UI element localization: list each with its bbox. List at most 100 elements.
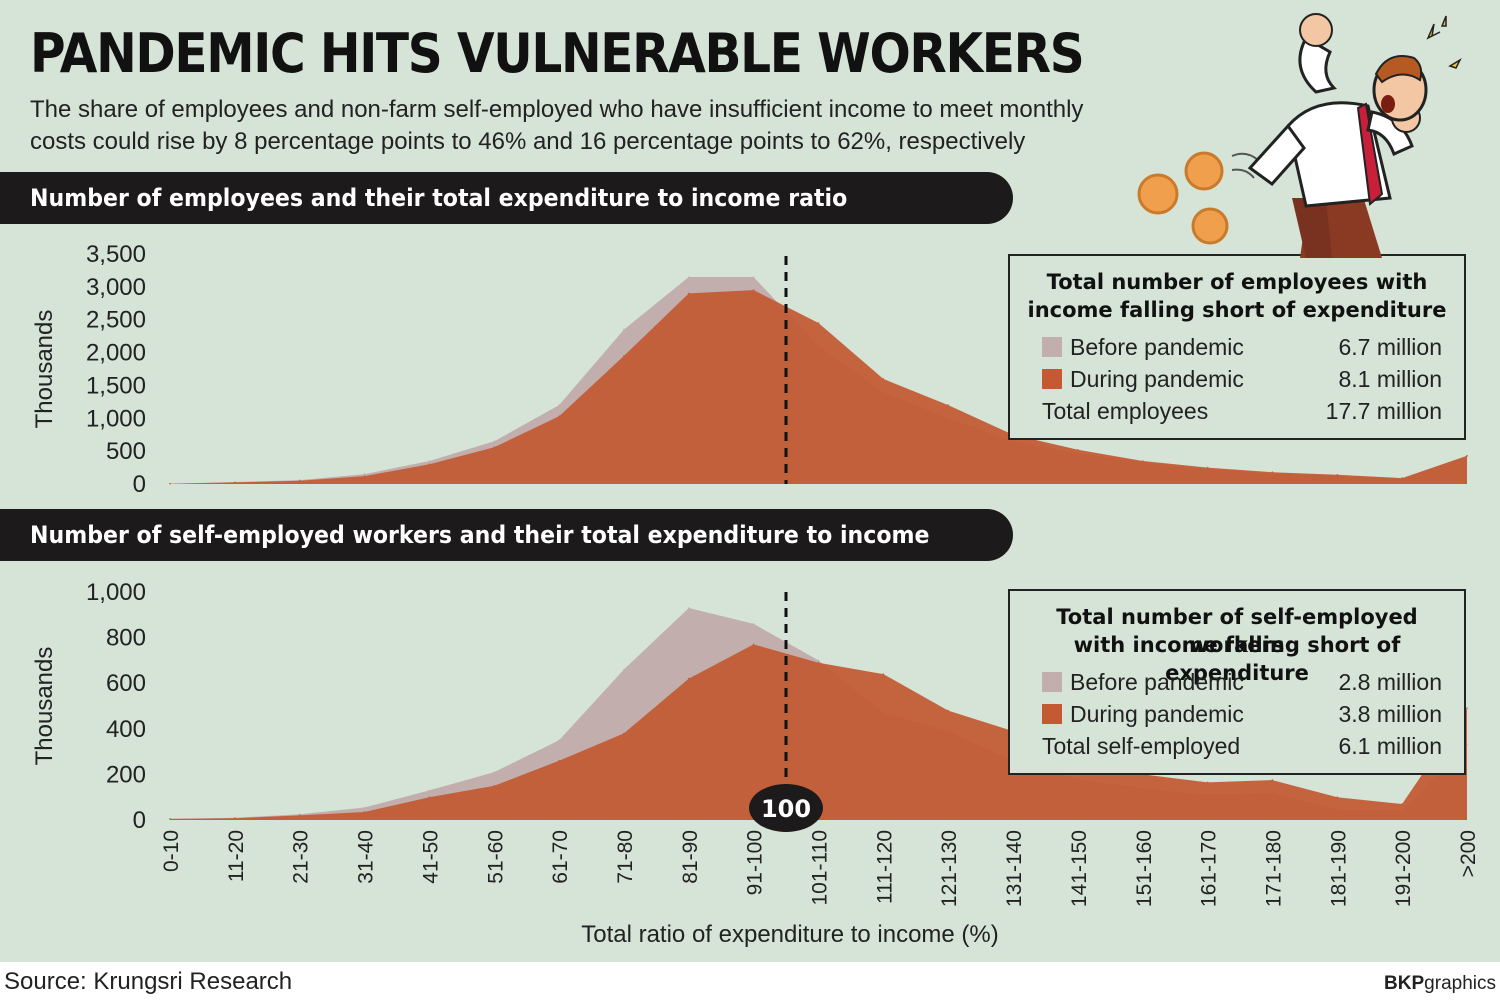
y-tick-label: 1,000	[86, 579, 146, 606]
data-point	[752, 623, 755, 625]
section-header-employees: Number of employees and their total expe…	[0, 172, 1013, 224]
legend-label: Total self-employed	[1042, 733, 1241, 759]
legend-value: 17.7 million	[1325, 398, 1442, 424]
legend-row-before: Before pandemic 6.7 million	[1042, 332, 1442, 362]
credit-rest: graphics	[1424, 973, 1496, 994]
data-point	[1271, 779, 1274, 781]
data-point	[947, 404, 949, 406]
x-tick-label: 51-60	[484, 830, 507, 884]
y-tick-label: 3,000	[86, 274, 146, 301]
data-point	[623, 355, 625, 357]
y-axis-label: Thousands	[31, 647, 58, 766]
legend-value: 3.8 million	[1338, 701, 1442, 727]
legend-row-before: Before pandemic 2.8 million	[1042, 667, 1442, 697]
legend-row-total: Total self-employed 6.1 million	[1042, 731, 1442, 761]
data-point	[882, 378, 885, 380]
y-axis-label: Thousands	[31, 310, 58, 429]
legend-label: During pandemic	[1070, 701, 1244, 727]
data-point	[752, 276, 755, 278]
legend-value: 6.7 million	[1338, 334, 1442, 360]
data-point	[363, 473, 366, 475]
data-point	[558, 759, 560, 762]
page-title: PANDEMIC HITS VULNERABLE WORKERS	[30, 22, 1085, 85]
data-point	[1142, 460, 1144, 462]
data-point	[558, 739, 560, 741]
data-point	[493, 771, 496, 773]
data-point	[817, 661, 820, 664]
x-tick-label: 101-110	[809, 830, 832, 906]
data-point	[493, 785, 496, 787]
data-point	[298, 479, 301, 482]
x-tick-label: 11-20	[225, 830, 248, 882]
threshold-badge	[749, 784, 823, 832]
section-heading-self-employed: Number of self-employed workers and thei…	[30, 521, 930, 549]
x-tick-label: 151-160	[1133, 830, 1156, 907]
data-point	[428, 796, 431, 798]
y-tick-label: 0	[133, 807, 146, 834]
legend-label: Before pandemic	[1070, 669, 1244, 695]
x-tick-label: 41-50	[419, 830, 442, 884]
data-point	[558, 415, 560, 418]
legend-label: During pandemic	[1070, 366, 1244, 392]
y-tick-label: 2,500	[86, 307, 146, 334]
x-tick-label: 191-200	[1392, 830, 1415, 907]
data-point	[558, 404, 560, 406]
subtitle-line-2: costs could rise by 8 percentage points …	[30, 128, 1026, 155]
data-point	[234, 481, 236, 484]
legend-row-total: Total employees 17.7 million	[1042, 396, 1442, 426]
swatch-during-pandemic	[1042, 369, 1062, 389]
coins-icon	[1137, 151, 1259, 245]
data-point	[493, 446, 496, 449]
data-point	[1401, 477, 1403, 479]
area-during-series-1	[170, 290, 1467, 484]
data-point	[688, 677, 690, 680]
y-tick-label: 600	[106, 670, 146, 697]
swatch-before-pandemic	[1042, 672, 1062, 692]
data-point	[298, 813, 301, 816]
legend-row-during: During pandemic 8.1 million	[1042, 364, 1442, 394]
data-point	[428, 789, 431, 792]
legend-title-line-2: with income falling short of expenditure	[1073, 633, 1401, 685]
data-point	[817, 659, 820, 662]
legend-row-during: During pandemic 3.8 million	[1042, 699, 1442, 729]
x-tick-label: 91-100	[744, 830, 767, 895]
data-point	[1271, 471, 1274, 474]
y-tick-label: 0	[133, 471, 146, 498]
legend-value: 8.1 million	[1338, 366, 1442, 392]
legend-value: 2.8 million	[1338, 669, 1442, 695]
data-point	[623, 668, 625, 671]
graphics-credit: BKPgraphics	[1384, 972, 1496, 996]
data-point	[688, 276, 690, 278]
legend-self-employed: Total number of self-employed workers wi…	[1008, 589, 1466, 775]
data-point	[1466, 454, 1468, 457]
x-tick-label: 121-130	[938, 830, 961, 907]
y-tick-label: 400	[106, 716, 146, 743]
data-point	[882, 673, 885, 675]
data-point	[623, 328, 625, 331]
legend-title-line-1: Total number of self-employed workers	[1056, 605, 1418, 657]
data-point	[363, 806, 366, 809]
y-tick-label: 200	[106, 761, 146, 788]
data-point	[947, 709, 949, 712]
data-point	[493, 440, 496, 443]
data-point	[1206, 466, 1209, 469]
y-tick-label: 800	[106, 625, 146, 652]
legend-label: Total employees	[1042, 398, 1209, 424]
legend-value: 6.1 million	[1338, 733, 1442, 759]
section-header-self-employed: Number of self-employed workers and thei…	[0, 509, 1013, 561]
legend-title-line-2: income falling short of expenditure	[1027, 298, 1447, 322]
x-tick-label: 161-170	[1198, 830, 1221, 907]
data-point	[428, 463, 431, 466]
data-point	[623, 732, 625, 735]
data-point	[169, 818, 171, 820]
threshold-badge-label: 100	[761, 795, 811, 823]
x-tick-label: 131-140	[1003, 830, 1026, 907]
x-tick-label: 61-70	[549, 830, 572, 884]
stressed-worker-illustration	[1137, 13, 1462, 258]
swatch-before-pandemic	[1042, 337, 1062, 357]
data-point	[363, 475, 366, 477]
x-tick-label: 31-40	[355, 830, 378, 884]
data-point	[688, 292, 690, 295]
legend-employees: Total number of employees with income fa…	[1008, 254, 1466, 440]
charts-svg: 3,500 3,000 2,500 2,000 1,500 1,000 500 0 Thousa…	[31, 241, 1480, 948]
